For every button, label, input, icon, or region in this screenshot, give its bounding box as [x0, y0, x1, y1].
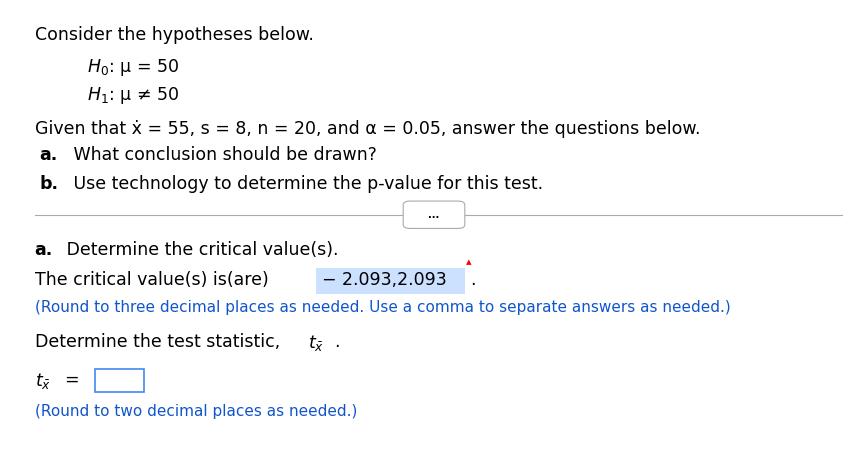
Text: ...: ... [429, 210, 439, 220]
Text: $H_1$: μ ≠ 50: $H_1$: μ ≠ 50 [87, 85, 179, 106]
Text: (Round to two decimal places as needed.): (Round to two decimal places as needed.) [35, 404, 357, 419]
Text: (Round to three decimal places as needed. Use a comma to separate answers as nee: (Round to three decimal places as needed… [35, 300, 731, 315]
Text: b.: b. [39, 175, 58, 193]
Text: a.: a. [39, 146, 57, 164]
Text: =: = [64, 371, 79, 388]
Text: .: . [470, 271, 476, 289]
Text: $H_0$: μ = 50: $H_0$: μ = 50 [87, 57, 179, 77]
Text: Consider the hypotheses below.: Consider the hypotheses below. [35, 26, 313, 44]
Text: $t_{\bar{x}}$: $t_{\bar{x}}$ [308, 333, 325, 353]
Text: .: . [334, 333, 339, 351]
Text: $t_{\bar{x}}$: $t_{\bar{x}}$ [35, 371, 51, 390]
Text: a.: a. [35, 241, 53, 259]
Text: Determine the critical value(s).: Determine the critical value(s). [61, 241, 339, 259]
Text: Determine the test statistic,: Determine the test statistic, [35, 333, 286, 351]
FancyBboxPatch shape [403, 201, 465, 228]
Text: Given that ẋ = 55, s = 8, n = 20, and α = 0.05, answer the questions below.: Given that ẋ = 55, s = 8, n = 20, and α … [35, 120, 700, 138]
Text: Use technology to determine the p-value for this test.: Use technology to determine the p-value … [68, 175, 542, 193]
Text: The critical value(s) is(are): The critical value(s) is(are) [35, 271, 268, 289]
FancyBboxPatch shape [95, 369, 144, 392]
Text: What conclusion should be drawn?: What conclusion should be drawn? [68, 146, 377, 164]
Text: − 2.093,2.093: − 2.093,2.093 [322, 271, 447, 289]
FancyBboxPatch shape [316, 268, 465, 294]
Text: ▴: ▴ [466, 258, 471, 268]
